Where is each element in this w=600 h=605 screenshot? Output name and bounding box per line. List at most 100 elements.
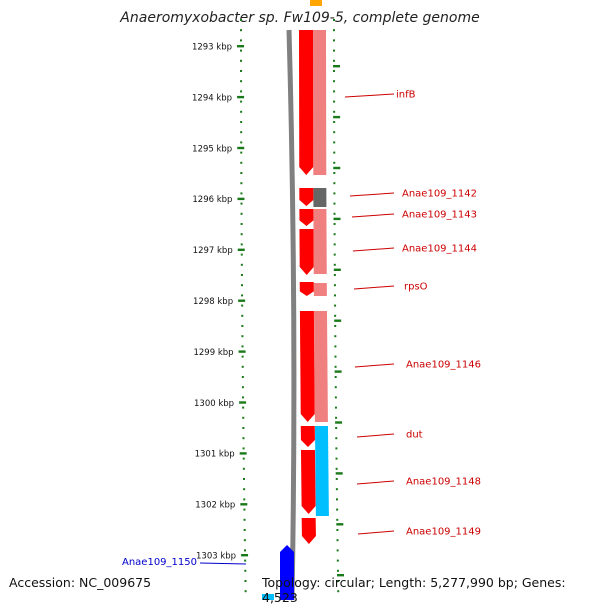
kbp-minor-tick (242, 427, 245, 429)
right-minor-tick (335, 457, 338, 460)
right-minor-tick (335, 416, 338, 419)
kbp-minor-tick (240, 192, 243, 195)
right-minor-tick (333, 90, 336, 93)
right-minor-tick (335, 437, 338, 440)
gene-label: Anae109_1146 (406, 360, 481, 371)
right-major-tick (333, 166, 341, 170)
kbp-minor-tick (241, 325, 244, 327)
kbp-minor-tick (240, 29, 243, 32)
right-major-tick (337, 574, 345, 577)
kbp-tick-label: 1299 kbp (193, 348, 233, 358)
kbp-minor-tick (240, 243, 243, 246)
gene-label: Anae109_1143 (402, 210, 477, 221)
kbp-minor-tick (240, 70, 243, 72)
kbp-minor-tick (240, 182, 243, 185)
gene-leader-line (353, 285, 395, 290)
right-minor-tick (333, 294, 336, 297)
genome-summary-text: Topology: circular; Length: 5,277,990 bp… (262, 575, 566, 605)
gene-label: dut (406, 430, 423, 441)
kbp-minor-tick (242, 406, 245, 409)
right-minor-tick (333, 253, 336, 256)
kbp-minor-tick (240, 212, 243, 215)
right-minor-tick (333, 141, 336, 144)
kbp-minor-tick (240, 151, 243, 154)
right-minor-tick (333, 192, 336, 195)
kbp-major-tick (239, 401, 247, 404)
kbp-minor-tick (244, 590, 247, 593)
forward-gene-arrow (299, 229, 314, 275)
right-minor-tick (333, 172, 336, 174)
right-minor-tick (333, 19, 335, 21)
right-major-tick (333, 268, 341, 271)
forward-gene-arrow (301, 518, 316, 544)
kbp-tick-label: 1298 kbp (193, 297, 233, 307)
right-minor-tick (333, 151, 336, 154)
right-minor-tick (333, 110, 336, 113)
right-minor-tick (333, 263, 336, 266)
gene-label: infB (396, 90, 416, 101)
kbp-minor-tick (240, 141, 243, 144)
right-minor-tick (335, 478, 338, 480)
kbp-tick-label: 1301 kbp (195, 450, 235, 460)
gene-label: Anae109_1148 (406, 477, 481, 488)
right-minor-tick (336, 569, 339, 572)
kbp-minor-tick (244, 580, 247, 582)
feature-layer (262, 0, 329, 600)
kbp-major-tick (241, 554, 249, 557)
right-minor-tick (334, 365, 337, 368)
kbp-major-tick (237, 146, 245, 150)
accession-text: Accession: NC_009675 (9, 575, 152, 590)
right-minor-tick (336, 529, 339, 531)
kbp-minor-tick (242, 416, 245, 419)
right-minor-tick (336, 549, 339, 552)
map-title: Anaeromyxobacter sp. Fw109-5, complete g… (120, 10, 480, 26)
kbp-major-tick (237, 248, 245, 251)
kbp-minor-tick (241, 365, 244, 368)
right-minor-tick (334, 345, 337, 348)
right-minor-tick (333, 29, 336, 32)
kbp-minor-tick (242, 437, 245, 440)
gene-leader-line (357, 530, 395, 535)
gene-label-reverse: Anae109_1150 (122, 557, 197, 568)
right-minor-tick (333, 223, 336, 225)
kbp-minor-tick (244, 569, 247, 572)
right-minor-tick (334, 304, 337, 307)
right-minor-tick (333, 202, 336, 205)
right-major-tick (333, 115, 341, 119)
kbp-major-tick (239, 452, 247, 455)
kbp-tick-label: 1302 kbp (195, 501, 235, 511)
kbp-minor-tick (240, 233, 243, 236)
kbp-minor-tick (241, 304, 244, 307)
kbp-tick-label: 1293 kbp (192, 43, 232, 53)
right-minor-tick (333, 80, 336, 83)
right-major-tick (336, 523, 344, 526)
kbp-minor-tick (240, 80, 243, 83)
right-minor-tick (334, 376, 337, 378)
gene-leader-line (351, 213, 395, 218)
gene-leader-line (344, 93, 395, 98)
kbp-major-tick (238, 350, 246, 353)
right-minor-tick (335, 467, 338, 470)
kbp-minor-tick (240, 172, 243, 174)
gene-label: Anae109_1142 (402, 189, 477, 200)
right-minor-tick (333, 284, 336, 287)
kbp-minor-tick (242, 457, 245, 460)
cyan-feature-bottom (262, 594, 274, 600)
kbp-tick-label: 1300 kbp (194, 399, 234, 409)
kbp-minor-tick (241, 386, 244, 389)
kbp-minor-tick (244, 549, 247, 552)
right-minor-tick (333, 131, 336, 134)
kbp-minor-tick (241, 355, 244, 358)
outer-track-feature (314, 426, 329, 516)
forward-gene-arrow (299, 209, 314, 226)
outer-track-feature (313, 188, 327, 207)
right-major-tick (334, 370, 342, 373)
kbp-major-tick (237, 45, 245, 48)
gene-leader-line (356, 480, 395, 485)
right-major-tick (333, 217, 341, 221)
forward-gene-arrow (299, 30, 314, 175)
kbp-minor-tick (243, 518, 246, 521)
kbp-minor-tick (240, 274, 243, 276)
kbp-tick-label: 1295 kbp (192, 144, 232, 154)
